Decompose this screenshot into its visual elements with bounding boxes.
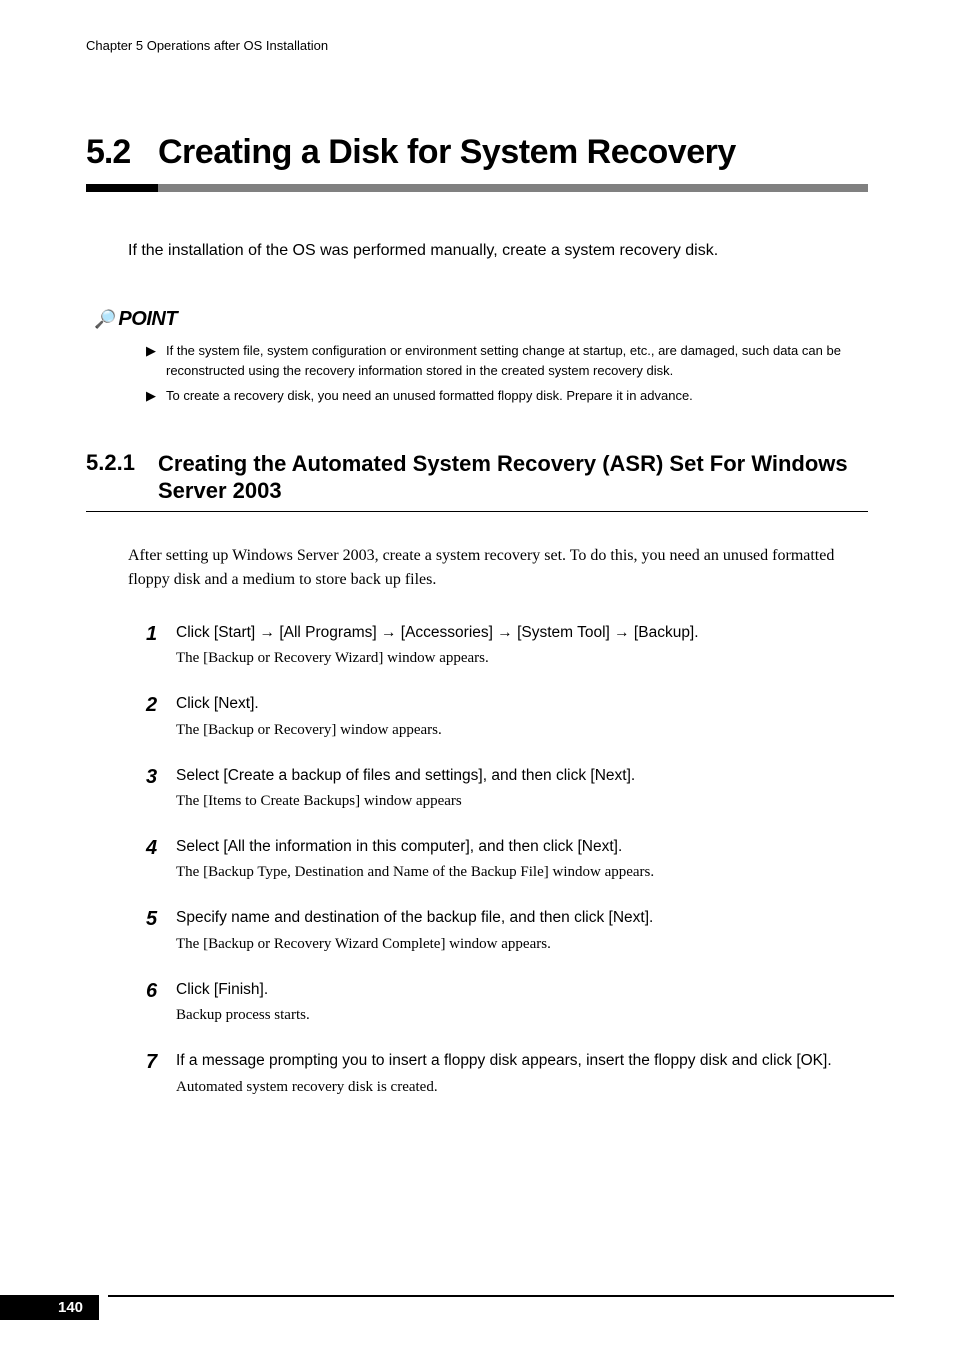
step-number: 3 [146,765,176,810]
step-number: 4 [146,836,176,881]
divider-grey [158,184,868,192]
step-item: 7 If a message prompting you to insert a… [146,1050,868,1095]
chapter-header: Chapter 5 Operations after OS Installati… [86,38,868,53]
section-title: 5.2 Creating a Disk for System Recovery [86,133,868,172]
step-description: Automated system recovery disk is create… [176,1079,868,1096]
intro-text: If the installation of the OS was perfor… [128,242,868,260]
page-footer: 140 [0,1295,894,1320]
step-body: If a message prompting you to insert a f… [176,1050,868,1095]
step-body: Click [Next]. The [Backup or Recovery] w… [176,693,868,738]
point-label-text: POINT [118,308,177,331]
step-body: Specify name and destination of the back… [176,907,868,952]
footer-bar: 140 [0,1295,894,1320]
divider-black [86,184,158,192]
subsection-number: 5.2.1 [86,450,158,476]
step-title: Click [Next]. [176,693,868,715]
step-body: Select [Create a backup of files and set… [176,765,868,810]
triangle-bullet-icon: ▶ [146,341,156,380]
step-description: The [Items to Create Backups] window app… [176,793,868,810]
page-number: 140 [0,1295,99,1320]
section-heading: Creating a Disk for System Recovery [158,133,736,172]
step-description: The [Backup Type, Destination and Name o… [176,864,868,881]
step-description: The [Backup or Recovery Wizard] window a… [176,650,868,667]
step-title: Select [All the information in this comp… [176,836,868,858]
step-item: 2 Click [Next]. The [Backup or Recovery]… [146,693,868,738]
subsection-heading: 5.2.1 Creating the Automated System Reco… [86,450,868,512]
section-number: 5.2 [86,133,158,172]
step-title: Select [Create a backup of files and set… [176,765,868,787]
step-description: Backup process starts. [176,1007,868,1024]
point-item: ▶ If the system file, system configurati… [146,341,868,380]
step-title: Click [Start] → [All Programs] → [Access… [176,622,868,644]
step-item: 6 Click [Finish]. Backup process starts. [146,979,868,1024]
step-list: 1 Click [Start] → [All Programs] → [Acce… [146,622,868,1096]
step-title: Specify name and destination of the back… [176,907,868,929]
step-number: 5 [146,907,176,952]
point-text: If the system file, system configuration… [166,341,868,380]
step-body: Click [Start] → [All Programs] → [Access… [176,622,868,667]
subsection-title: Creating the Automated System Recovery (… [158,450,868,505]
step-body: Select [All the information in this comp… [176,836,868,881]
step-item: 4 Select [All the information in this co… [146,836,868,881]
step-description: The [Backup or Recovery Wizard Complete]… [176,936,868,953]
point-text: To create a recovery disk, you need an u… [166,386,693,406]
step-number: 1 [146,622,176,667]
point-label: 🔎 POINT [94,308,868,331]
section-divider [86,184,868,192]
step-title: Click [Finish]. [176,979,868,1001]
point-item: ▶ To create a recovery disk, you need an… [146,386,868,406]
step-number: 6 [146,979,176,1024]
step-item: 1 Click [Start] → [All Programs] → [Acce… [146,622,868,667]
step-number: 2 [146,693,176,738]
triangle-bullet-icon: ▶ [146,386,156,406]
step-item: 3 Select [Create a backup of files and s… [146,765,868,810]
step-item: 5 Specify name and destination of the ba… [146,907,868,952]
magnifier-icon: 🔎 [94,309,116,330]
step-number: 7 [146,1050,176,1095]
point-list: ▶ If the system file, system configurati… [146,341,868,406]
step-description: The [Backup or Recovery] window appears. [176,722,868,739]
body-paragraph: After setting up Windows Server 2003, cr… [128,544,868,592]
step-body: Click [Finish]. Backup process starts. [176,979,868,1024]
step-title: If a message prompting you to insert a f… [176,1050,868,1072]
